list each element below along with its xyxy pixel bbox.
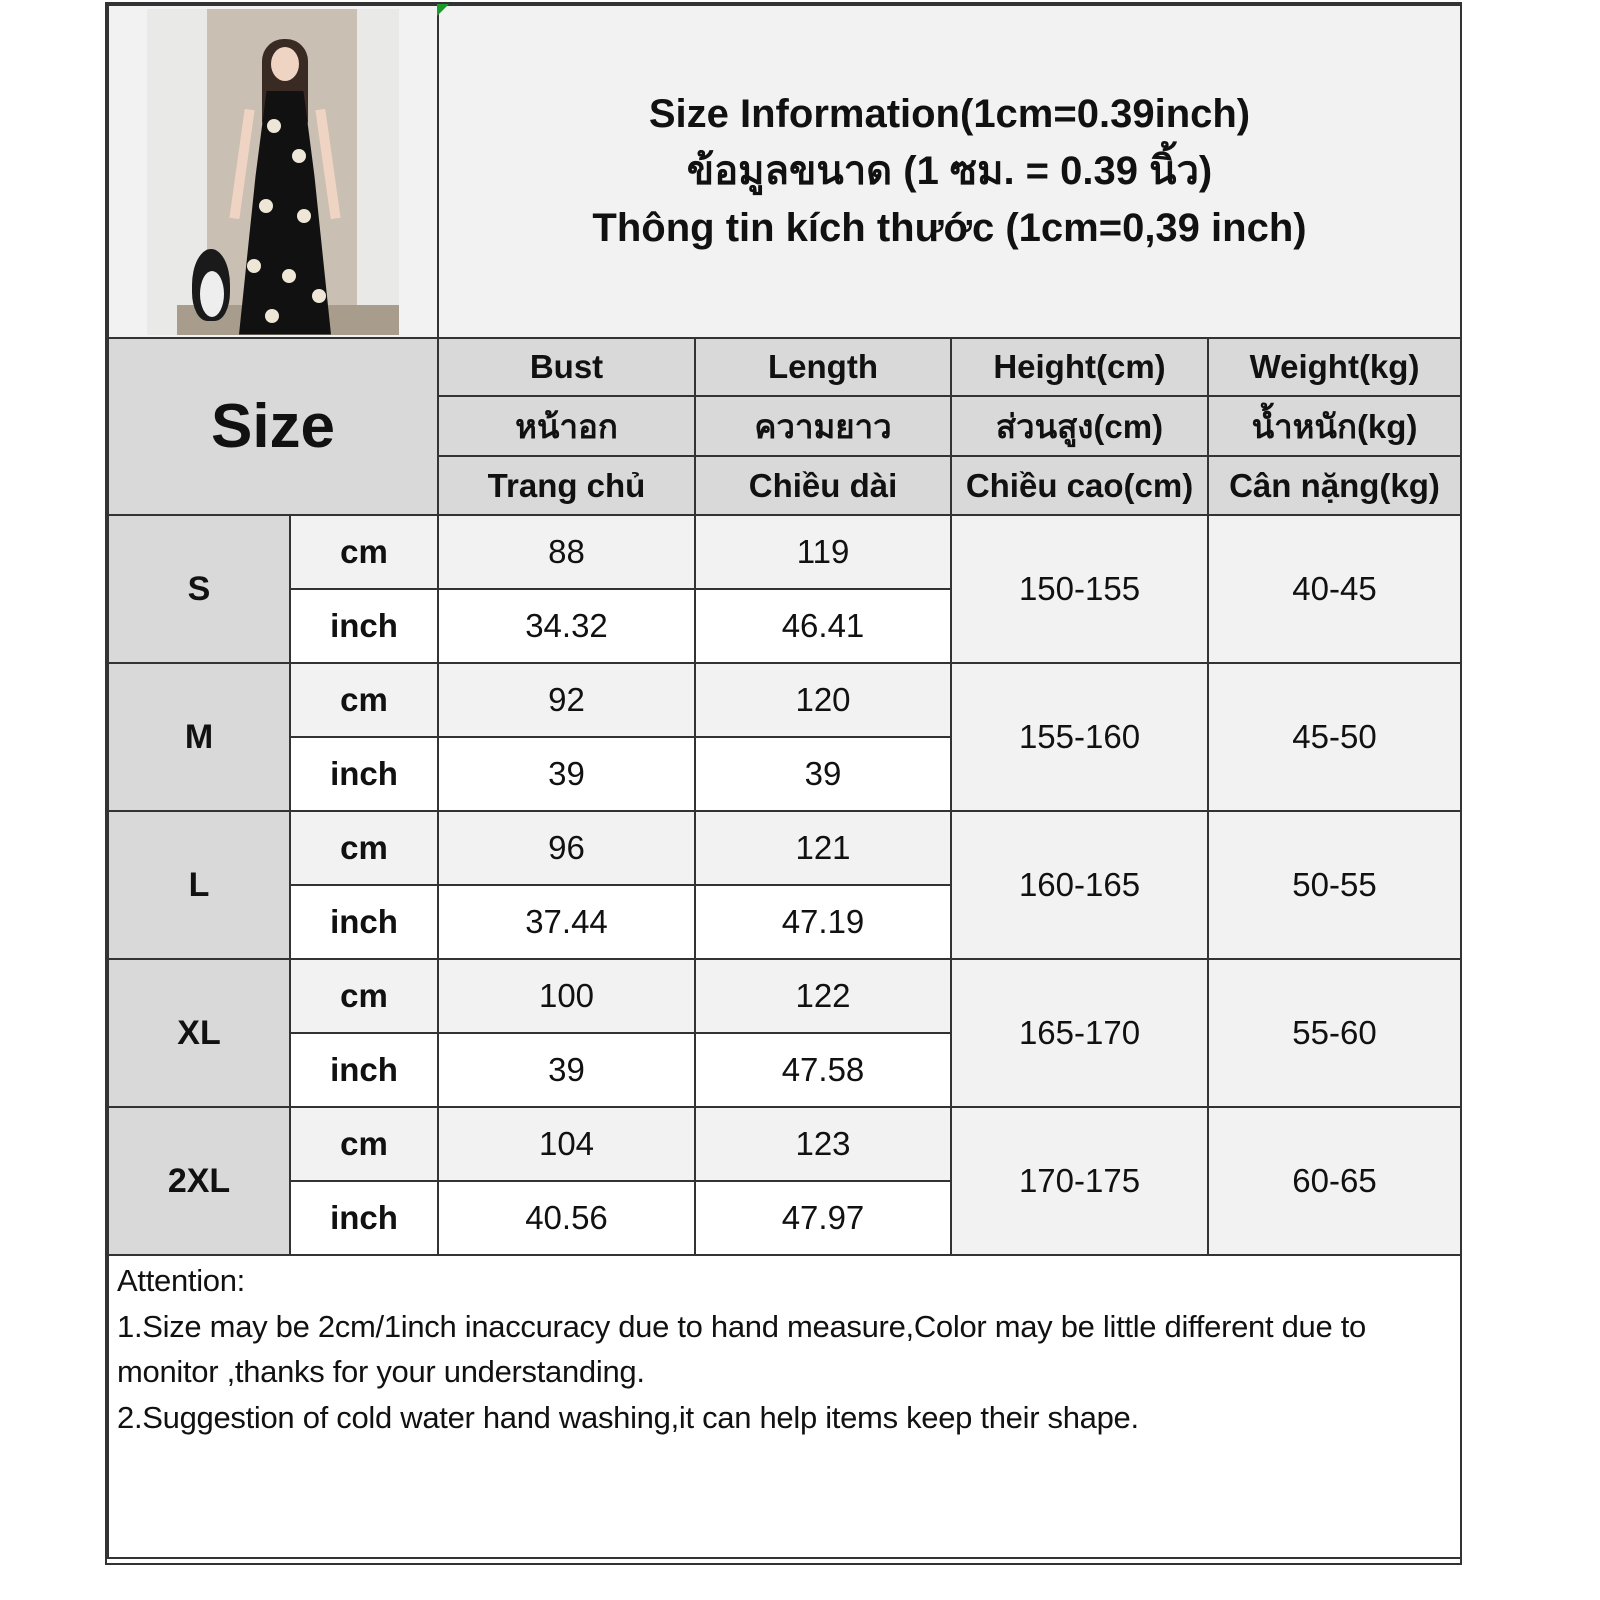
weight-range: 60-65 xyxy=(1207,1106,1462,1256)
height-range: 165-170 xyxy=(950,958,1209,1108)
unit-cm: cm xyxy=(289,810,439,886)
length-cm: 123 xyxy=(694,1106,952,1182)
bust-inch: 40.56 xyxy=(437,1180,696,1256)
bust-cm: 96 xyxy=(437,810,696,886)
size-label: M xyxy=(107,662,291,812)
table-row: inch 39 39 xyxy=(108,736,1461,812)
length-cm: 119 xyxy=(694,514,952,590)
product-photo-cell xyxy=(107,4,439,339)
height-range: 160-165 xyxy=(950,810,1209,960)
attention-notes: Attention: 1.Size may be 2cm/1inch inacc… xyxy=(107,1254,1462,1559)
bust-inch: 39 xyxy=(437,736,696,812)
attention-heading: Attention: xyxy=(117,1263,245,1298)
header-bust-en: Bust xyxy=(437,337,696,397)
unit-inch: inch xyxy=(289,884,439,960)
bust-inch: 39 xyxy=(437,1032,696,1108)
weight-range: 50-55 xyxy=(1207,810,1462,960)
weight-range: 40-45 xyxy=(1207,514,1462,664)
length-cm: 122 xyxy=(694,958,952,1034)
bust-cm: 104 xyxy=(437,1106,696,1182)
size-chart: Size Information(1cm=0.39inch) ข้อมูลขนา… xyxy=(105,2,1462,1565)
height-range: 150-155 xyxy=(950,514,1209,664)
size-table: Size Information(1cm=0.39inch) ข้อมูลขนา… xyxy=(107,4,1462,1559)
table-row: inch 37.44 47.19 xyxy=(108,884,1461,960)
title-thai: ข้อมูลขนาด (1 ซม. = 0.39 นิ้ว) xyxy=(686,149,1213,193)
header-height-th: ส่วนสูง(cm) xyxy=(950,395,1209,457)
unit-inch: inch xyxy=(289,736,439,812)
header-bust-th: หน้าอก xyxy=(437,395,696,457)
header-length-th: ความยาว xyxy=(694,395,952,457)
unit-cm: cm xyxy=(289,514,439,590)
header-weight-vi: Cân nặng(kg) xyxy=(1207,455,1462,516)
length-inch: 47.97 xyxy=(694,1180,952,1256)
length-inch: 46.41 xyxy=(694,588,952,664)
bust-cm: 88 xyxy=(437,514,696,590)
length-cm: 121 xyxy=(694,810,952,886)
unit-inch: inch xyxy=(289,1180,439,1256)
size-label: S xyxy=(107,514,291,664)
product-photo xyxy=(147,8,399,335)
size-label: XL xyxy=(107,958,291,1108)
size-label: L xyxy=(107,810,291,960)
weight-range: 45-50 xyxy=(1207,662,1462,812)
table-row: inch 39 47.58 xyxy=(108,1032,1461,1108)
bust-cm: 92 xyxy=(437,662,696,738)
unit-cm: cm xyxy=(289,662,439,738)
size-info-title: Size Information(1cm=0.39inch) ข้อมูลขนา… xyxy=(437,4,1462,339)
length-inch: 39 xyxy=(694,736,952,812)
header-length-en: Length xyxy=(694,337,952,397)
length-inch: 47.19 xyxy=(694,884,952,960)
unit-cm: cm xyxy=(289,958,439,1034)
height-range: 170-175 xyxy=(950,1106,1209,1256)
length-cm: 120 xyxy=(694,662,952,738)
header-weight-en: Weight(kg) xyxy=(1207,337,1462,397)
unit-inch: inch xyxy=(289,588,439,664)
header-height-en: Height(cm) xyxy=(950,337,1209,397)
attention-note-1: 1.Size may be 2cm/1inch inaccuracy due t… xyxy=(117,1308,1366,1390)
weight-range: 55-60 xyxy=(1207,958,1462,1108)
bust-inch: 37.44 xyxy=(437,884,696,960)
table-row: XL cm 100 122 165-170 55-60 xyxy=(107,958,1462,1108)
header-bust-vi: Trang chủ xyxy=(437,455,696,516)
table-row: inch 40.56 47.97 xyxy=(108,1180,1461,1256)
cell-marker-icon xyxy=(437,4,449,16)
table-row: inch 34.32 46.41 xyxy=(108,588,1461,664)
bust-cm: 100 xyxy=(437,958,696,1034)
unit-inch: inch xyxy=(289,1032,439,1108)
length-inch: 47.58 xyxy=(694,1032,952,1108)
title-english: Size Information(1cm=0.39inch) xyxy=(648,92,1251,136)
title-vietnamese: Thông tin kích thước (1cm=0,39 inch) xyxy=(592,206,1307,250)
header-weight-th: น้ำหนัก(kg) xyxy=(1207,395,1462,457)
table-row: 2XL cm 104 123 170-175 60-65 xyxy=(107,1106,1462,1256)
size-label: 2XL xyxy=(107,1106,291,1256)
header-length-vi: Chiều dài xyxy=(694,455,952,516)
header-height-vi: Chiều cao(cm) xyxy=(950,455,1209,516)
unit-cm: cm xyxy=(289,1106,439,1182)
bust-inch: 34.32 xyxy=(437,588,696,664)
height-range: 155-160 xyxy=(950,662,1209,812)
size-header: Size xyxy=(107,337,439,516)
attention-note-2: 2.Suggestion of cold water hand washing,… xyxy=(117,1399,1139,1435)
